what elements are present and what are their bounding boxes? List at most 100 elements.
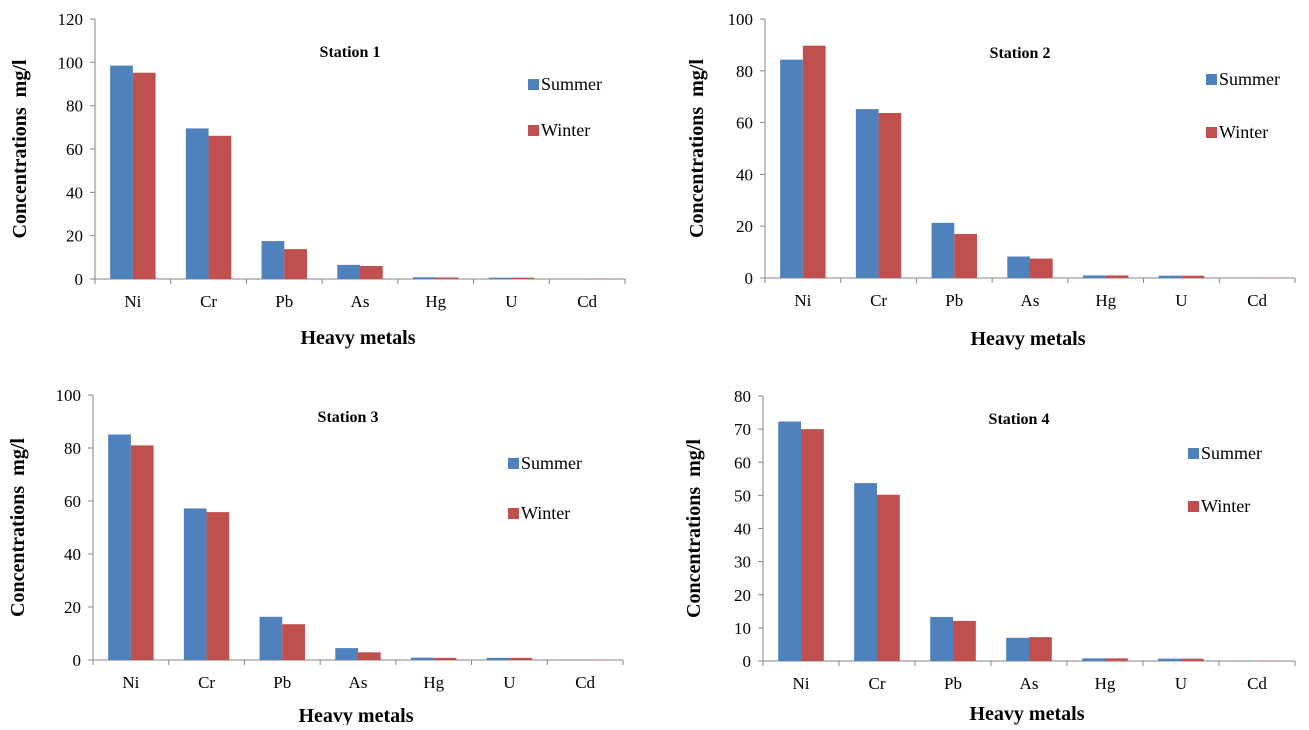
x-tick-label: Ni bbox=[794, 291, 811, 310]
x-tick-label: U bbox=[505, 292, 517, 311]
bar-winter-as bbox=[358, 652, 381, 660]
y-tick-label: 10 bbox=[734, 619, 751, 638]
legend-label-winter: Winter bbox=[541, 120, 590, 140]
x-tick-label: As bbox=[1020, 674, 1039, 693]
y-axis-label: Concentrations mg/l bbox=[9, 59, 31, 238]
y-tick-label: 30 bbox=[734, 553, 751, 572]
x-tick-label: As bbox=[1021, 291, 1040, 310]
bar-winter-cr bbox=[207, 512, 230, 660]
x-tick-label: Ni bbox=[122, 673, 139, 692]
bar-summer-pb bbox=[260, 617, 283, 660]
x-tick-label: Cd bbox=[575, 673, 595, 692]
x-tick-label: Hg bbox=[1095, 674, 1116, 693]
legend-label-winter: Winter bbox=[521, 503, 570, 523]
bar-winter-ni bbox=[131, 445, 154, 660]
bar-summer-ni bbox=[110, 66, 133, 279]
x-axis-label: Heavy metals bbox=[301, 327, 416, 349]
bar-summer-as bbox=[1006, 638, 1029, 661]
bar-summer-hg bbox=[411, 658, 434, 660]
bar-summer-pb bbox=[262, 241, 285, 279]
legend-label-summer: Summer bbox=[1219, 69, 1280, 89]
x-tick-label: Hg bbox=[423, 673, 444, 692]
bar-summer-u bbox=[487, 658, 510, 660]
y-tick-label: 50 bbox=[734, 486, 751, 505]
panel-title: Station 3 bbox=[318, 409, 379, 426]
bar-summer-hg bbox=[1082, 658, 1105, 661]
bar-summer-hg bbox=[1083, 275, 1106, 278]
bar-winter-hg bbox=[1106, 275, 1129, 278]
y-tick-label: 100 bbox=[56, 386, 82, 405]
y-tick-label: 80 bbox=[736, 62, 753, 81]
bar-winter-ni bbox=[801, 429, 824, 661]
y-tick-label: 70 bbox=[734, 420, 751, 439]
x-tick-label: Cr bbox=[200, 292, 217, 311]
legend-swatch-winter bbox=[508, 508, 519, 519]
legend-swatch-winter bbox=[528, 125, 539, 136]
x-tick-label: Ni bbox=[793, 674, 810, 693]
bar-winter-cr bbox=[877, 495, 900, 661]
legend-swatch-summer bbox=[528, 79, 539, 90]
y-tick-label: 60 bbox=[64, 492, 81, 511]
x-axis-label: Heavy metals bbox=[299, 705, 414, 725]
y-tick-label: 20 bbox=[66, 227, 83, 246]
x-tick-label: U bbox=[503, 673, 515, 692]
bar-winter-hg bbox=[1105, 658, 1128, 661]
bar-summer-cr bbox=[184, 508, 207, 660]
y-tick-label: 120 bbox=[58, 10, 84, 29]
bar-winter-pb bbox=[284, 249, 307, 279]
y-tick-label: 60 bbox=[736, 114, 753, 133]
bar-winter-as bbox=[1030, 259, 1053, 278]
bar-winter-u bbox=[1181, 276, 1204, 278]
panel-title: Station 4 bbox=[989, 411, 1050, 428]
bar-summer-as bbox=[337, 265, 360, 279]
bar-summer-as bbox=[1007, 257, 1030, 278]
panel-title: Station 1 bbox=[320, 44, 381, 61]
bar-winter-pb bbox=[953, 621, 976, 661]
bar-summer-hg bbox=[413, 277, 436, 279]
y-tick-label: 80 bbox=[734, 387, 751, 406]
bar-summer-u bbox=[489, 278, 512, 279]
y-tick-label: 80 bbox=[64, 439, 81, 458]
y-tick-label: 0 bbox=[745, 269, 754, 288]
x-tick-label: Cr bbox=[869, 674, 886, 693]
legend-swatch-summer bbox=[508, 458, 519, 469]
bar-summer-ni bbox=[780, 60, 803, 278]
y-tick-label: 20 bbox=[736, 217, 753, 236]
bar-winter-hg bbox=[434, 658, 457, 660]
bar-winter-u bbox=[1181, 659, 1204, 661]
x-tick-label: As bbox=[351, 292, 370, 311]
x-tick-label: Cd bbox=[1247, 674, 1267, 693]
x-tick-label: Cr bbox=[870, 291, 887, 310]
legend-swatch-winter bbox=[1206, 127, 1217, 138]
bar-winter-as bbox=[360, 266, 383, 279]
bar-winter-cr bbox=[209, 136, 232, 279]
bar-winter-pb bbox=[282, 624, 305, 660]
bar-summer-cr bbox=[854, 483, 877, 661]
y-tick-label: 80 bbox=[66, 97, 83, 116]
x-tick-label: Hg bbox=[425, 292, 446, 311]
x-tick-label: Cr bbox=[198, 673, 215, 692]
y-tick-label: 0 bbox=[73, 651, 82, 670]
y-axis-label: Concentrations mg/l bbox=[7, 438, 29, 617]
legend-label-summer: Summer bbox=[521, 453, 582, 473]
legend-label-summer: Summer bbox=[1201, 443, 1262, 463]
bar-summer-cr bbox=[186, 128, 209, 279]
legend-swatch-winter bbox=[1188, 501, 1199, 512]
bar-summer-cr bbox=[856, 109, 879, 278]
y-axis-label: Concentrations mg/l bbox=[686, 59, 708, 238]
bar-winter-hg bbox=[436, 277, 459, 279]
legend-label-winter: Winter bbox=[1219, 122, 1268, 142]
legend-swatch-summer bbox=[1188, 448, 1199, 459]
x-axis-label: Heavy metals bbox=[971, 328, 1086, 350]
y-tick-label: 0 bbox=[743, 652, 752, 671]
y-tick-label: 20 bbox=[734, 586, 751, 605]
bar-winter-u bbox=[511, 278, 534, 279]
legend-label-summer: Summer bbox=[541, 74, 602, 94]
bar-summer-u bbox=[1159, 276, 1182, 278]
x-tick-label: U bbox=[1175, 674, 1187, 693]
bar-summer-pb bbox=[930, 617, 953, 661]
y-tick-label: 40 bbox=[734, 520, 751, 539]
